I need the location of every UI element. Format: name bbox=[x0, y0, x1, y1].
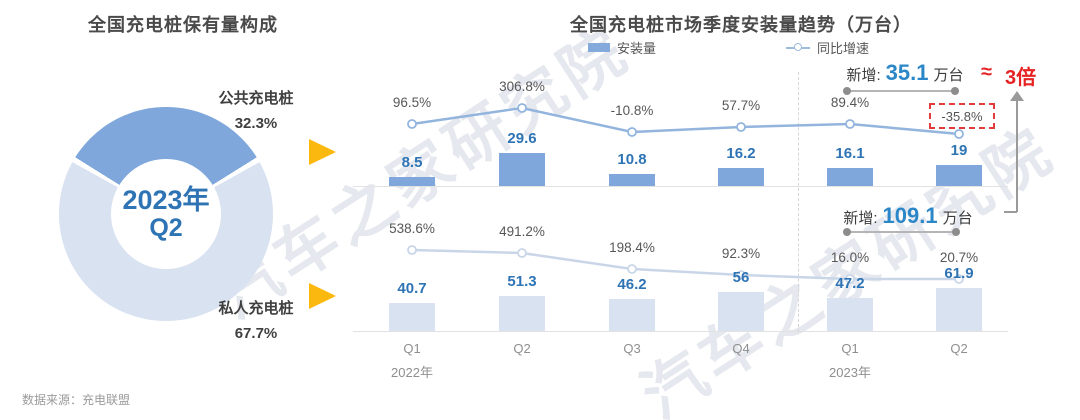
growth-rate-label-lower: 538.6% bbox=[389, 221, 435, 236]
growth-rate-label-lower: 198.4% bbox=[609, 240, 655, 255]
bar-value-label-lower: 47.2 bbox=[835, 275, 865, 292]
annotation-number: 35.1 bbox=[885, 60, 929, 85]
bar-lower-2023-Q2 bbox=[936, 288, 982, 331]
annotation-number: 109.1 bbox=[882, 203, 938, 228]
bar-lower-2023-Q1 bbox=[827, 298, 873, 331]
bar-value-label-lower: 40.7 bbox=[397, 280, 427, 297]
highlight-box-label: -35.8% bbox=[941, 108, 983, 124]
legend-item-bars: 安装量 bbox=[588, 38, 656, 57]
bar-upper-2022-Q3 bbox=[609, 174, 655, 186]
year-separator-line bbox=[798, 72, 799, 332]
bar-value-label-upper: 16.1 bbox=[835, 145, 865, 162]
growth-rate-label-upper: 306.8% bbox=[499, 79, 545, 94]
growth-rate-label-lower: 16.0% bbox=[830, 250, 870, 265]
growth-rate-label-upper: 96.5% bbox=[392, 95, 432, 110]
bar-chart-title: 全国充电桩市场季度安装量趋势（万台） bbox=[570, 15, 912, 35]
approx-symbol: ≈ bbox=[981, 61, 992, 83]
axis-label-year: 2022年 bbox=[391, 365, 433, 380]
annotation-suffix: 万台 bbox=[942, 210, 973, 227]
bar-upper-2022-Q1 bbox=[389, 177, 435, 186]
donut-center: 2023年 Q2 bbox=[111, 159, 221, 269]
donut-label-public-pct: 32.3% bbox=[234, 115, 278, 132]
ratio-text: 3倍 bbox=[1004, 67, 1037, 89]
bar-value-label-upper: 29.6 bbox=[507, 130, 537, 147]
legend-bar-swatch-icon bbox=[588, 43, 610, 52]
annotation-prefix: 新增: bbox=[846, 67, 881, 84]
axis-label-quarter: Q1 bbox=[403, 341, 421, 356]
bar-lower-2022-Q4 bbox=[718, 292, 764, 331]
donut-label-private: 私人充电桩 67.7% bbox=[191, 296, 321, 346]
comparison-arrow-foot bbox=[1004, 211, 1017, 213]
bar-lower-2022-Q3 bbox=[609, 299, 655, 331]
annotation-prefix: 新增: bbox=[843, 210, 878, 227]
bar-upper-2023-Q2 bbox=[936, 165, 982, 186]
legend-line-swatch-icon bbox=[786, 43, 810, 51]
pointer-arrow-icon bbox=[309, 283, 336, 309]
growth-rate-label-upper: 89.4% bbox=[830, 95, 870, 110]
bar-value-label-upper: 10.8 bbox=[617, 151, 647, 168]
annotation-suffix: 万台 bbox=[933, 67, 964, 84]
legend-bar-label: 安装量 bbox=[617, 41, 657, 56]
axis-label-year: 2023年 bbox=[829, 365, 871, 380]
axis-label-quarter: Q3 bbox=[623, 341, 641, 356]
growth-rate-label-lower: 20.7% bbox=[939, 250, 979, 265]
annotation-span-bracket-upper bbox=[843, 87, 959, 95]
annotation-new-added-lower: 新增: 109.1 万台 bbox=[838, 203, 978, 229]
growth-rate-label-lower: 92.3% bbox=[721, 246, 761, 261]
bar-value-label-upper: 19 bbox=[950, 142, 968, 159]
annotation-new-added-upper: 新增: 35.1 万台 bbox=[840, 60, 970, 86]
bar-upper-2022-Q2 bbox=[499, 153, 545, 186]
bar-value-label-lower: 61.9 bbox=[944, 265, 974, 282]
donut-chart: 2023年 Q2 bbox=[59, 107, 273, 321]
pie-chart-title: 全国充电桩保有量构成 bbox=[88, 15, 278, 35]
donut-label-private-pct: 67.7% bbox=[234, 325, 278, 342]
donut-center-year: 2023年 bbox=[122, 185, 210, 215]
comparison-arrow-shaft bbox=[1016, 100, 1018, 212]
pointer-arrow-icon bbox=[309, 139, 336, 165]
legend-line-label: 同比增速 bbox=[817, 41, 870, 56]
growth-rate-label-lower: 491.2% bbox=[499, 224, 545, 239]
bar-value-label-upper: 16.2 bbox=[726, 145, 756, 162]
donut-label-public-name: 公共充电桩 bbox=[218, 90, 294, 107]
upper-chart-baseline bbox=[353, 186, 1008, 187]
bar-upper-2023-Q1 bbox=[827, 168, 873, 186]
bar-value-label-upper: 8.5 bbox=[401, 154, 423, 171]
highlight-box-negative-growth: -35.8% bbox=[929, 103, 995, 129]
lower-chart-baseline bbox=[353, 331, 1008, 332]
legend-item-line: 同比增速 bbox=[786, 38, 869, 57]
comparison-arrow-head-icon bbox=[1010, 91, 1024, 101]
bar-upper-2022-Q4 bbox=[718, 168, 764, 186]
bar-lower-2022-Q1 bbox=[389, 303, 435, 331]
growth-rate-label-upper: -10.8% bbox=[610, 103, 654, 118]
bar-value-label-lower: 46.2 bbox=[617, 276, 647, 293]
growth-rate-label-upper: 57.7% bbox=[721, 98, 761, 113]
donut-label-private-name: 私人充电桩 bbox=[218, 300, 294, 317]
axis-label-quarter: Q2 bbox=[513, 341, 531, 356]
donut-center-quarter: Q2 bbox=[149, 214, 183, 242]
data-source-note: 数据来源：充电联盟 bbox=[22, 393, 131, 407]
comparison-ratio-label: ≈ 3倍 bbox=[981, 61, 1036, 90]
donut-label-public: 公共充电桩 32.3% bbox=[191, 86, 321, 136]
axis-label-quarter: Q2 bbox=[950, 341, 968, 356]
bar-value-label-lower: 51.3 bbox=[507, 273, 537, 290]
bar-lower-2022-Q2 bbox=[499, 296, 545, 331]
annotation-span-bracket-lower bbox=[843, 228, 960, 236]
axis-label-quarter: Q1 bbox=[841, 341, 859, 356]
bar-value-label-lower: 56 bbox=[732, 269, 750, 286]
axis-label-quarter: Q4 bbox=[732, 341, 750, 356]
